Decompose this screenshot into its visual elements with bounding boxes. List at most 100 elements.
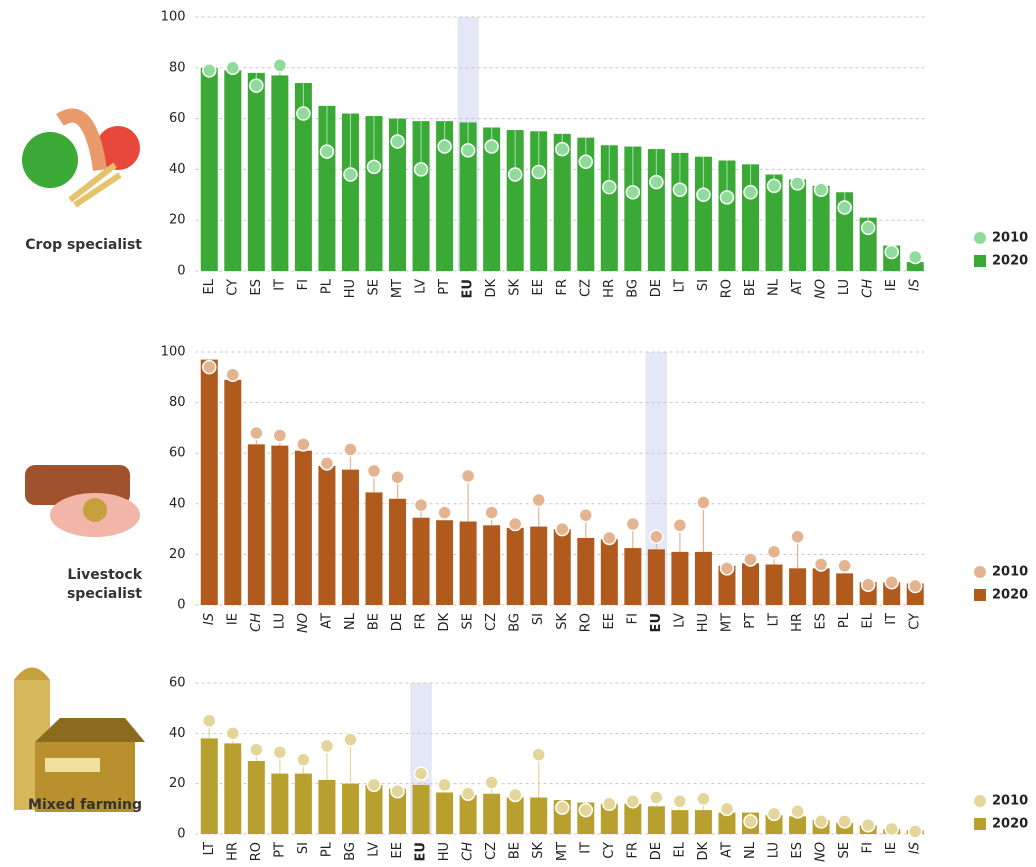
y-tick-label: 0 [177,264,185,279]
bar [624,548,641,605]
y-tick-label: 40 [169,726,186,741]
dot [768,545,781,558]
bar [601,539,618,605]
x-tick-label: CZ [578,279,593,297]
x-tick-label: EL [861,612,876,628]
barn-icon [14,668,145,813]
x-tick-label: HU [696,613,711,632]
dot [415,163,428,176]
x-tick-label: PL [319,841,334,857]
bar [813,568,830,605]
x-tick-label: PT [743,613,758,629]
y-tick-label: 60 [169,676,186,691]
x-tick-label: EL [672,841,687,857]
bar [836,573,853,605]
bar [483,794,500,834]
x-tick-label: CY [602,842,617,859]
dot [438,506,451,519]
bar [389,499,406,605]
dot [909,580,922,593]
legend-swatch [974,255,986,267]
legend-swatch [974,795,986,807]
x-tick-label: BG [625,279,640,298]
bar [201,738,218,834]
legend-label: 2010 [992,231,1028,246]
bar [413,518,430,605]
bar [507,528,524,605]
dot [344,168,357,181]
bar [530,527,547,605]
dot [650,791,663,804]
x-tick-label: BE [366,613,381,630]
dot [297,753,310,766]
x-tick-label: DE [390,613,405,631]
dot [320,457,333,470]
bar [436,792,453,834]
x-tick-label: LT [202,842,217,855]
x-tick-label: EE [531,279,546,295]
y-tick-label: 20 [169,213,186,228]
panel-title: Livestock specialist [22,566,142,604]
dot [626,795,639,808]
y-tick-label: 100 [161,345,186,360]
x-tick-label: SK [508,279,523,296]
legend-label: 2020 [992,817,1028,832]
bar [789,568,806,605]
x-tick-label: SI [296,842,311,854]
x-tick-label: EU [461,279,476,298]
dot [673,183,686,196]
x-tick-label: IT [272,279,287,291]
dot [603,797,616,810]
x-tick-label: CZ [484,613,499,631]
x-tick-label: LV [366,842,381,857]
bar [271,774,288,834]
bar [554,529,571,605]
dot [415,499,428,512]
dot [815,558,828,571]
dot [862,819,875,832]
bar [648,549,665,605]
bar [789,180,806,271]
y-tick-label: 40 [169,496,186,511]
dot [203,64,216,77]
bar [201,68,218,271]
x-tick-label: SK [555,613,570,630]
bar [224,70,241,271]
bar [813,186,830,271]
dot [509,788,522,801]
dot [768,807,781,820]
bar [271,446,288,605]
bar [248,761,265,834]
y-tick-label: 100 [161,10,186,25]
x-tick-label: EU [649,613,664,632]
dot [438,778,451,791]
x-tick-label: RO [249,842,264,861]
bar [530,798,547,834]
bar [648,806,665,834]
x-tick-label: MT [719,613,734,632]
dot [791,177,804,190]
x-tick-label: LU [272,613,287,629]
x-tick-label: CY [225,279,240,296]
x-tick-label: IT [578,842,593,854]
dot [862,221,875,234]
dot [556,523,569,536]
dot [391,471,404,484]
dot [344,443,357,456]
bar [295,774,312,834]
x-tick-label: CZ [484,842,499,860]
x-tick-label: HR [602,279,617,298]
bar [413,785,430,834]
dot [391,135,404,148]
dot [250,743,263,756]
dot [532,494,545,507]
x-tick-label: NO [814,279,829,299]
x-tick-label: PT [437,279,452,295]
bar [507,798,524,834]
dot [885,822,898,835]
bar [342,784,359,834]
dot [673,795,686,808]
x-tick-label: EE [602,613,617,629]
x-tick-label: PT [272,842,287,858]
x-tick-label: SE [461,613,476,629]
